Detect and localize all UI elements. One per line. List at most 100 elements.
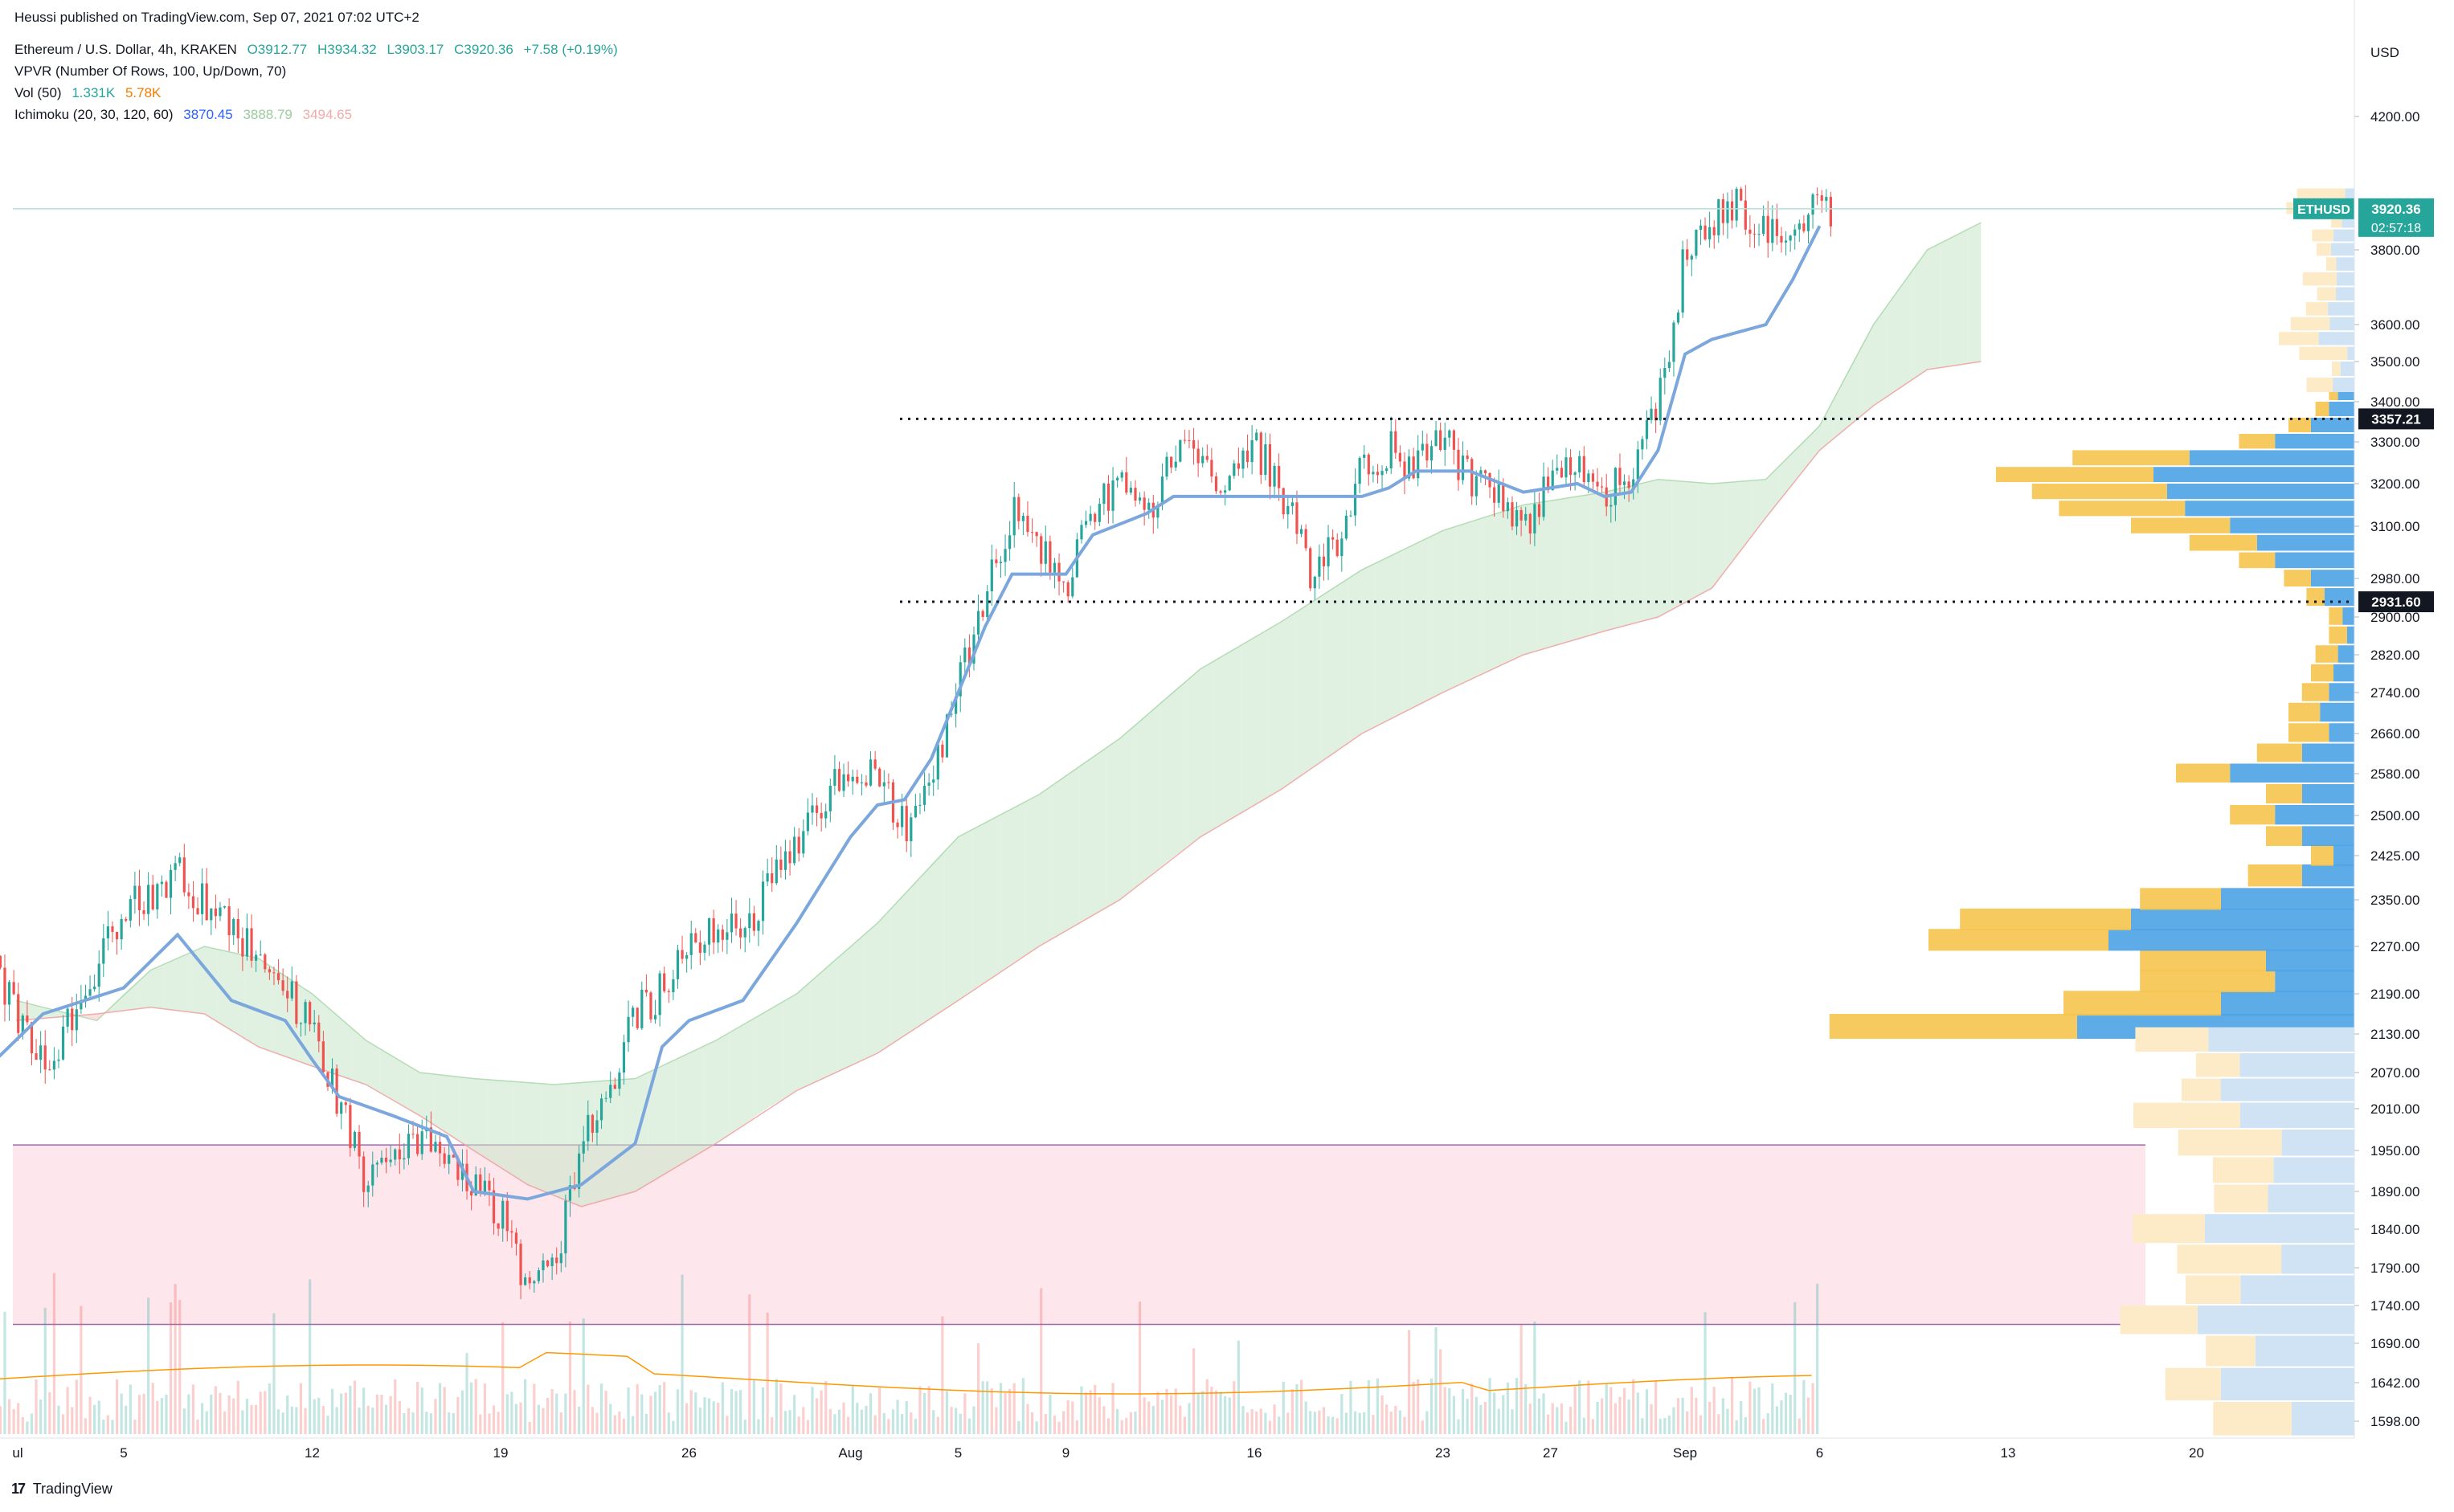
candle-body[interactable] (165, 881, 168, 898)
volume-bar[interactable] (1205, 1379, 1209, 1434)
candle-body[interactable] (1811, 194, 1814, 215)
candle-body[interactable] (658, 973, 661, 1015)
volume-profile-down-bar[interactable] (2311, 418, 2356, 432)
candle-body[interactable] (1618, 468, 1622, 485)
candle-body[interactable] (3, 967, 6, 1005)
volume-bar[interactable] (676, 1389, 680, 1434)
candle-body[interactable] (219, 907, 222, 917)
volume-profile-up-bar[interactable] (2329, 386, 2338, 400)
volume-profile-down-bar[interactable] (2345, 188, 2356, 201)
volume-bar[interactable] (649, 1396, 652, 1434)
candle-body[interactable] (35, 1053, 38, 1060)
candle-body[interactable] (1614, 468, 1617, 505)
candle-body[interactable] (833, 769, 836, 786)
candle-body[interactable] (1353, 484, 1357, 516)
candle-body[interactable] (344, 1102, 347, 1105)
candle-body[interactable] (147, 885, 150, 914)
volume-profile-down-bar[interactable] (2301, 864, 2356, 887)
candle-body[interactable] (644, 989, 648, 993)
volume-bar[interactable] (111, 1420, 114, 1434)
candle-body[interactable] (811, 805, 814, 813)
candle-body[interactable] (685, 954, 689, 959)
volume-bar[interactable] (156, 1400, 159, 1434)
candle-body[interactable] (672, 979, 675, 992)
volume-bar[interactable] (672, 1420, 675, 1434)
candle-body[interactable] (837, 769, 841, 791)
candle-body[interactable] (632, 1007, 635, 1017)
volume-bar[interactable] (1066, 1400, 1070, 1434)
candle-body[interactable] (802, 831, 805, 854)
volume-bar[interactable] (981, 1381, 984, 1434)
volume-bar[interactable] (1049, 1394, 1052, 1434)
candle-body[interactable] (375, 1163, 378, 1165)
volume-bar[interactable] (48, 1391, 51, 1434)
volume-profile-down-bar[interactable] (2185, 501, 2356, 517)
volume-bar[interactable] (1712, 1387, 1716, 1434)
volume-profile-down-bar[interactable] (2131, 908, 2356, 930)
candle-body[interactable] (1663, 368, 1667, 378)
volume-bar[interactable] (860, 1409, 863, 1434)
volume-profile-down-bar[interactable] (2240, 1275, 2356, 1304)
volume-bar[interactable] (802, 1407, 805, 1434)
last-price-badge[interactable] (2358, 198, 2434, 237)
volume-bar[interactable] (1721, 1398, 1724, 1434)
volume-bar[interactable] (21, 1417, 24, 1434)
volume-bar[interactable] (1784, 1392, 1788, 1434)
candle-body[interactable] (456, 1157, 460, 1180)
tradingview-logo[interactable]: 17 TradingView (11, 1481, 112, 1498)
candle-body[interactable] (12, 982, 15, 995)
volume-bar[interactable] (7, 1399, 11, 1434)
candle-body[interactable] (663, 973, 666, 991)
volume-profile-down-bar[interactable] (2204, 1214, 2356, 1244)
price-axis[interactable] (2354, 0, 2454, 1512)
candle-body[interactable] (1196, 448, 1200, 464)
candle-body[interactable] (1004, 549, 1007, 562)
volume-bar[interactable] (1672, 1407, 1675, 1434)
candle-body[interactable] (1304, 529, 1307, 549)
volume-bar[interactable] (380, 1394, 383, 1434)
candle-body[interactable] (1780, 235, 1783, 243)
candle-body[interactable] (730, 913, 734, 933)
candle-body[interactable] (578, 1153, 581, 1189)
volume-bar[interactable] (1587, 1380, 1590, 1434)
volume-bar[interactable] (1026, 1404, 1029, 1434)
volume-profile-down-bar[interactable] (2301, 743, 2356, 762)
candle-body[interactable] (707, 918, 711, 945)
candle-body[interactable] (1712, 227, 1716, 235)
volume-bar[interactable] (1497, 1408, 1500, 1434)
volume-bar[interactable] (1219, 1391, 1222, 1434)
volume-profile-up-bar[interactable] (2214, 1184, 2268, 1213)
volume-bar[interactable] (771, 1417, 774, 1434)
volume-bar[interactable] (1748, 1381, 1752, 1434)
candle-body[interactable] (52, 1060, 55, 1070)
candle-body[interactable] (1596, 481, 1599, 487)
candle-body[interactable] (1708, 227, 1712, 239)
volume-bar[interactable] (721, 1382, 724, 1434)
volume-bar[interactable] (1071, 1401, 1074, 1434)
volume-bar[interactable] (210, 1394, 213, 1434)
candle-body[interactable] (851, 776, 854, 782)
volume-bar[interactable] (147, 1297, 150, 1434)
volume-bar[interactable] (546, 1397, 550, 1434)
candle-body[interactable] (187, 892, 190, 897)
volume-bar[interactable] (1004, 1393, 1007, 1434)
candle-body[interactable] (501, 1200, 505, 1229)
volume-bar[interactable] (1793, 1302, 1797, 1434)
volume-bar[interactable] (1502, 1395, 1505, 1434)
volume-bar[interactable] (1344, 1412, 1348, 1434)
volume-bar[interactable] (595, 1412, 599, 1434)
candle-body[interactable] (26, 1015, 29, 1023)
candle-body[interactable] (1632, 479, 1635, 488)
volume-bar[interactable] (1120, 1420, 1123, 1434)
volume-bar[interactable] (833, 1414, 836, 1434)
volume-bar[interactable] (1582, 1417, 1585, 1434)
candle-body[interactable] (613, 1085, 616, 1089)
volume-bar[interactable] (644, 1413, 648, 1434)
volume-bar[interactable] (1448, 1387, 1451, 1434)
candle-body[interactable] (981, 611, 984, 617)
volume-bar[interactable] (295, 1407, 298, 1434)
candle-body[interactable] (286, 991, 289, 999)
volume-bar[interactable] (811, 1387, 814, 1434)
candle-body[interactable] (407, 1134, 411, 1159)
volume-bar[interactable] (1224, 1396, 1227, 1434)
